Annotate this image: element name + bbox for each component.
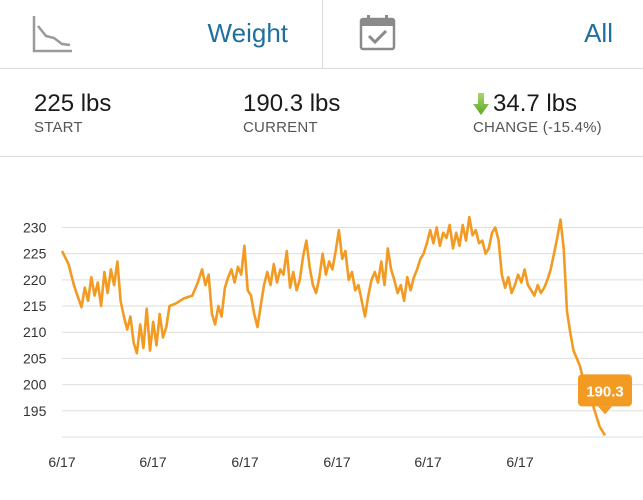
chart-svg: 195 200 205 210 215 220 225 230 6/17 6/17 6/17 6/17… [23,215,643,470]
current-caption: CURRENT [243,119,318,136]
x-tick-label: 6/17 [231,454,258,470]
y-tick-label: 220 [23,272,47,288]
calendar-check-icon [359,14,397,57]
arrow-down-icon [473,93,489,115]
header-divider [322,0,323,69]
x-tick-label: 6/17 [323,454,350,470]
y-tick-label: 195 [23,403,47,419]
range-label: All [584,18,613,48]
y-tick-label: 205 [23,350,47,366]
y-tick-label: 230 [23,219,47,235]
metric-selector[interactable]: Weight [0,0,322,68]
metric-label: Weight [207,18,288,48]
y-tick-label: 215 [23,298,47,314]
x-tick-label: 6/17 [139,454,166,470]
x-tick-label: 6/17 [48,454,75,470]
weight-series-line [60,215,607,437]
x-tick-label: 6/17 [506,454,533,470]
change-caption: CHANGE (-15.4%) [473,119,602,136]
change-value: 34.7 lbs [493,90,578,117]
y-tick-label: 200 [23,377,47,393]
callout-pointer [598,406,612,415]
range-selector[interactable]: All [323,0,643,68]
current-value: 190.3 lbs [243,90,341,117]
stat-start: 225 lbs START [34,91,111,137]
line-chart-icon [32,14,74,59]
x-tick-label: 6/17 [414,454,441,470]
stat-current: 190.3 lbs CURRENT [243,91,340,137]
current-callout-label: 190.3 [586,383,624,400]
stat-change: 34.7 lbs CHANGE (-15.4%) [473,91,602,137]
stats-row: 225 lbs START 190.3 lbs CURRENT 34.7 lbs… [0,69,643,157]
weight-chart: 195 200 205 210 215 220 225 230 6/17 6/17 6/17 6/17… [0,157,643,500]
current-callout [578,374,632,407]
y-tick-label: 225 [23,246,47,262]
start-value: 225 lbs [34,90,112,117]
start-caption: START [34,119,83,136]
top-bar: Weight All [0,0,643,69]
y-tick-label: 210 [23,324,47,340]
